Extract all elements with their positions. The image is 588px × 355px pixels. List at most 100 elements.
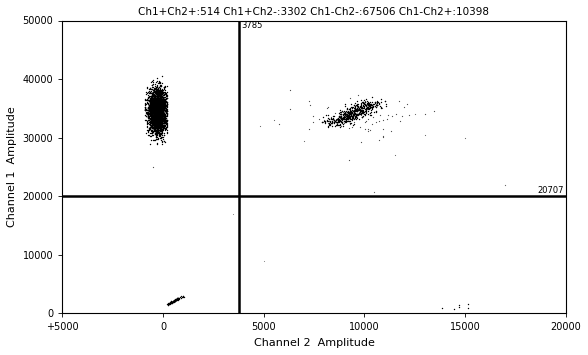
Point xyxy=(358,102,368,108)
Point xyxy=(156,83,165,89)
Point xyxy=(156,112,166,118)
Point xyxy=(141,101,150,106)
Point xyxy=(146,116,156,121)
Point xyxy=(153,111,162,117)
Point xyxy=(150,120,159,125)
Point xyxy=(350,112,359,118)
Point xyxy=(359,101,369,107)
Point xyxy=(147,115,156,121)
Point xyxy=(151,106,160,111)
Point xyxy=(149,118,159,123)
Point xyxy=(158,134,168,140)
Point xyxy=(149,104,158,109)
Point xyxy=(159,130,169,135)
Point xyxy=(153,105,163,110)
Point xyxy=(146,119,155,125)
Point xyxy=(148,119,158,125)
Point xyxy=(153,100,162,105)
Point xyxy=(149,124,159,130)
Point xyxy=(156,107,165,113)
Point xyxy=(156,118,165,123)
Point xyxy=(165,300,175,305)
Point xyxy=(150,104,159,110)
Point xyxy=(160,104,169,110)
Point xyxy=(155,104,165,110)
Point xyxy=(151,98,160,104)
Point xyxy=(143,110,152,116)
Point xyxy=(148,92,158,98)
Point xyxy=(153,117,163,122)
Point xyxy=(320,119,330,125)
Point xyxy=(150,95,159,101)
Point xyxy=(345,113,354,119)
Point xyxy=(157,94,166,100)
Point xyxy=(159,100,168,106)
Point xyxy=(147,108,156,113)
Point xyxy=(159,109,168,115)
Point xyxy=(153,129,163,135)
Point xyxy=(161,99,170,105)
Point xyxy=(151,93,160,99)
Point xyxy=(148,120,158,126)
Point xyxy=(150,120,159,126)
Point xyxy=(153,106,163,112)
Point xyxy=(151,100,161,106)
Point xyxy=(161,103,171,109)
Point xyxy=(356,101,366,106)
Point xyxy=(153,119,163,125)
Point xyxy=(153,106,162,112)
Point xyxy=(156,109,166,115)
Point xyxy=(350,106,360,112)
Point xyxy=(158,106,167,111)
Point xyxy=(155,93,164,99)
Point xyxy=(151,120,161,126)
Point xyxy=(151,118,161,124)
Point xyxy=(349,116,359,122)
Point xyxy=(350,110,359,115)
Point xyxy=(152,108,161,114)
Point xyxy=(151,83,160,88)
Point xyxy=(352,115,361,120)
Point xyxy=(156,116,165,122)
Point xyxy=(154,102,163,107)
Point xyxy=(158,129,167,135)
Point xyxy=(156,108,165,114)
Point xyxy=(149,87,159,93)
Point xyxy=(364,104,373,110)
Point xyxy=(352,107,361,113)
Point xyxy=(156,114,165,119)
Point xyxy=(159,95,168,100)
Point xyxy=(158,116,168,121)
Point xyxy=(172,295,182,301)
Point xyxy=(153,92,163,98)
Point xyxy=(347,109,356,114)
Point xyxy=(318,119,328,125)
Point xyxy=(151,118,161,123)
Point xyxy=(337,111,346,117)
Point xyxy=(154,89,163,95)
Point xyxy=(156,122,165,128)
Point xyxy=(158,91,167,97)
Point xyxy=(359,105,369,110)
Point xyxy=(151,108,161,113)
Point xyxy=(173,296,182,301)
Point xyxy=(149,94,159,100)
Point xyxy=(153,115,163,121)
Point xyxy=(157,103,166,109)
Point xyxy=(152,109,162,115)
Point xyxy=(355,105,364,111)
Point xyxy=(147,103,156,109)
Point xyxy=(358,109,367,115)
Point xyxy=(153,128,163,134)
Point xyxy=(161,102,171,108)
Point xyxy=(335,116,344,122)
Point xyxy=(156,83,165,89)
Point xyxy=(152,103,162,108)
Point xyxy=(153,135,162,141)
Point xyxy=(163,302,173,307)
Point xyxy=(153,118,162,124)
Point xyxy=(145,106,154,112)
Point xyxy=(145,121,155,126)
Point xyxy=(151,111,160,117)
Point xyxy=(420,132,429,138)
